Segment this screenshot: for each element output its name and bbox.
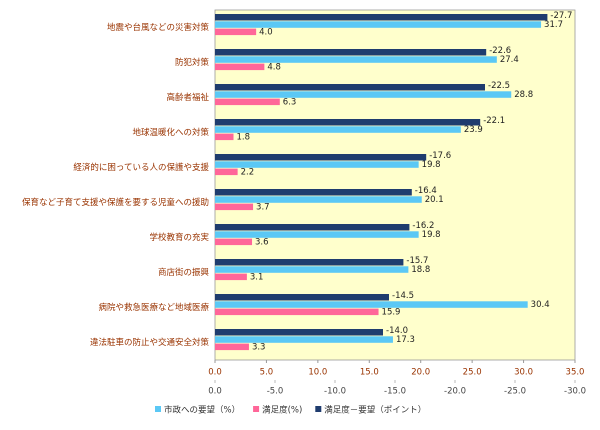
- value-label: 23.9: [464, 125, 483, 135]
- value-label: 17.3: [396, 335, 415, 345]
- bar: [215, 56, 497, 63]
- value-label: -14.0: [386, 326, 408, 336]
- x2-tick-label: 0.0: [208, 387, 222, 397]
- category-label: 病院や救急医療など地域医療: [98, 302, 209, 313]
- legend-label: 満足度(%): [262, 405, 302, 416]
- x2-tick-label: -20.0: [444, 387, 466, 397]
- value-label: -16.2: [412, 221, 434, 231]
- category-label: 防犯対策: [175, 57, 210, 68]
- value-label: 20.1: [425, 195, 444, 205]
- category-label: 地球温暖化への対策: [132, 127, 209, 138]
- legend-label: 市政への要望（%）: [164, 405, 240, 416]
- value-label: 6.3: [283, 97, 297, 107]
- value-label: 1.8: [237, 132, 251, 142]
- category-label: 高齢者福祉: [166, 92, 209, 103]
- bar: [215, 63, 265, 71]
- value-label: -22.1: [483, 116, 505, 126]
- x2-tick-label: -30.0: [564, 387, 586, 397]
- value-label: 19.8: [422, 160, 441, 170]
- bar: [215, 98, 280, 106]
- bar: [215, 28, 257, 36]
- bar: [215, 343, 249, 351]
- x2-tick-label: -25.0: [504, 387, 526, 397]
- bar: [215, 266, 409, 273]
- bar: [215, 273, 247, 281]
- value-label: 27.4: [500, 55, 519, 65]
- x2-tick-label: -10.0: [324, 387, 346, 397]
- bar: [215, 224, 410, 231]
- value-label: 31.7: [544, 20, 563, 30]
- category-label: 学校教育の充実: [149, 232, 209, 243]
- category-label: 商店街の振興: [158, 267, 210, 278]
- x-tick-label: 25.0: [463, 368, 482, 378]
- bar: [215, 21, 542, 28]
- value-label: 4.0: [259, 27, 273, 37]
- value-label: 4.8: [267, 62, 281, 72]
- x-tick-label: 20.0: [411, 368, 430, 378]
- bar: [215, 231, 419, 238]
- x-tick-label: 35.0: [566, 368, 585, 378]
- legend-swatch: [253, 406, 260, 412]
- bar: [215, 84, 485, 91]
- bar: [215, 301, 528, 308]
- bar: [215, 238, 253, 246]
- bar: [215, 336, 393, 343]
- value-label: -16.4: [415, 186, 437, 196]
- value-label: 3.1: [250, 272, 264, 282]
- bar: [215, 196, 422, 203]
- value-label: 19.8: [422, 230, 441, 240]
- value-label: 3.6: [255, 237, 269, 247]
- bar: [215, 189, 412, 196]
- value-label: -27.7: [550, 11, 572, 21]
- x-tick-label: 30.0: [514, 368, 533, 378]
- bar: [215, 133, 234, 141]
- bar: [215, 91, 512, 98]
- bar: [215, 203, 254, 211]
- bar: [215, 14, 548, 21]
- value-label: -15.7: [406, 256, 428, 266]
- value-label: 3.3: [252, 342, 266, 352]
- category-label: 経済的に困っている人の保護や支援: [73, 162, 209, 173]
- value-label: 30.4: [531, 300, 550, 310]
- bar: [215, 49, 487, 56]
- value-label: -22.5: [488, 81, 510, 91]
- value-label: 18.8: [411, 265, 430, 275]
- legend-swatch: [315, 406, 322, 412]
- bar: [215, 161, 419, 168]
- category-label: 違法駐車の防止や交通安全対策: [90, 337, 210, 348]
- value-label: -17.6: [429, 151, 451, 161]
- value-label: -14.5: [392, 291, 414, 301]
- bar: [215, 308, 379, 316]
- x2-tick-label: -15.0: [384, 387, 406, 397]
- value-label: 28.8: [514, 90, 533, 100]
- bar: [215, 259, 404, 266]
- bar: [215, 168, 238, 176]
- legend-swatch: [155, 406, 161, 412]
- x-tick-label: 5.0: [260, 368, 274, 378]
- legend-label: 満足度－要望（ポイント）: [324, 405, 426, 416]
- value-label: -22.6: [489, 46, 511, 56]
- value-label: 2.2: [241, 167, 255, 177]
- x-tick-label: 10.0: [308, 368, 327, 378]
- value-label: 3.7: [256, 202, 270, 212]
- value-label: 15.9: [382, 307, 401, 317]
- category-label: 地震や台風などの災害対策: [107, 22, 210, 33]
- bar: [215, 329, 383, 336]
- x-tick-label: 15.0: [360, 368, 379, 378]
- bar: [215, 119, 481, 126]
- bar: [215, 154, 427, 161]
- bar: [215, 294, 389, 301]
- x2-tick-label: -5.0: [267, 387, 284, 397]
- bar: [215, 126, 461, 133]
- category-label: 保育など子育て支援や保護を要する児童への援助: [22, 197, 209, 208]
- x-tick-label: 0.0: [208, 368, 222, 378]
